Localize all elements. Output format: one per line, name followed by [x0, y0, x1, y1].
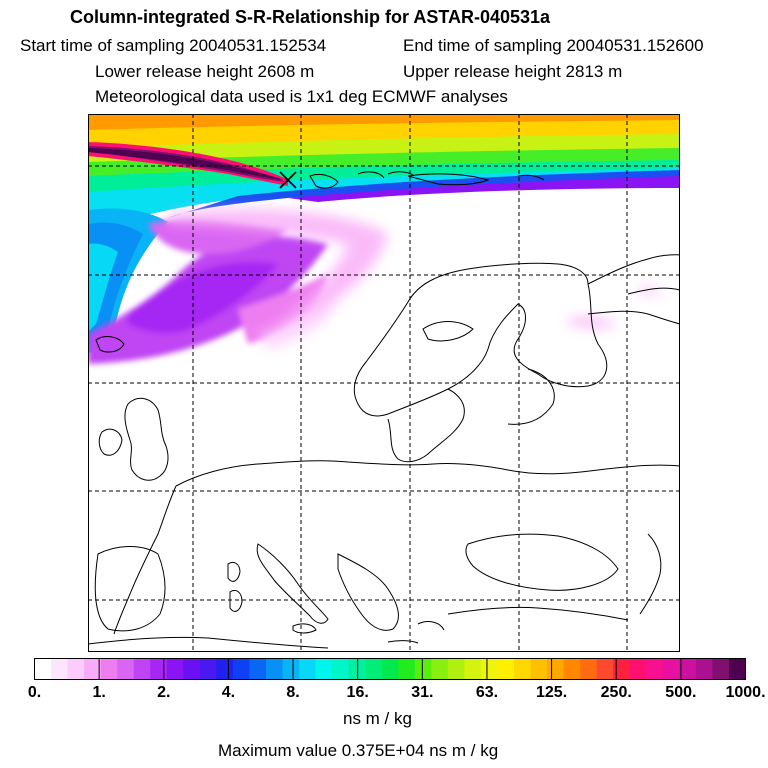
colorbar-cell: [613, 658, 631, 680]
colorbar-cell: [34, 658, 52, 680]
maximum-value-label: Maximum value 0.375E+04 ns m / kg: [218, 741, 499, 760]
colorbar-tick-label: 31.: [411, 684, 434, 701]
colorbar-cell: [398, 658, 416, 680]
coastlines: [88, 171, 680, 649]
colorbar-cell: [580, 658, 598, 680]
colorbar-tick-label: 1000.: [725, 684, 766, 701]
colorbar-tick-label: 4.: [221, 684, 236, 701]
colorbar-cell: [332, 658, 350, 680]
concentration-field: [88, 114, 680, 364]
colorbar-cell: [514, 658, 532, 680]
colorbar-tick-label: 63.: [475, 684, 499, 701]
colorbar-cell: [299, 658, 317, 680]
colorbar-tick-label: 125.: [536, 684, 568, 701]
colorbar-cell: [431, 658, 449, 680]
colorbar-cell: [629, 658, 647, 680]
colorbar-cell: [728, 658, 746, 680]
colorbar-unit-label: ns m / kg: [343, 709, 412, 728]
colorbar-cell: [662, 658, 680, 680]
colorbar-tick-label: 250.: [600, 684, 632, 701]
colorbar-cell: [84, 658, 102, 680]
colorbar-cell: [249, 658, 267, 680]
colorbar-cell: [530, 658, 548, 680]
colorbar-tick-label: 1.: [92, 684, 106, 701]
colorbar-tick-label: 16.: [346, 684, 369, 701]
colorbar-cell: [51, 658, 69, 680]
colorbar-cell: [100, 658, 118, 680]
colorbar-cell: [216, 658, 234, 680]
start-time-label: Start time of sampling 20040531.152534: [20, 36, 327, 55]
colorbar-cell: [133, 658, 151, 680]
colorbar-cell: [447, 658, 466, 680]
colorbar-cell: [315, 658, 333, 680]
colorbar-cell: [497, 658, 515, 680]
colorbar-cell: [679, 658, 697, 680]
colorbar-tick-label: 0.: [27, 684, 42, 701]
colorbar-cell: [646, 658, 664, 680]
end-time-label: End time of sampling 20040531.152600: [403, 36, 704, 55]
colorbar-cell: [232, 658, 251, 680]
colorbar-cell: [365, 658, 383, 680]
colorbar-cell: [67, 658, 85, 680]
colorbar-cell: [381, 658, 399, 680]
colorbar-cell: [563, 658, 581, 680]
colorbar-cell: [596, 658, 614, 680]
colorbar-cell: [547, 658, 565, 680]
met-data-label: Meteorological data used is 1x1 deg ECMW…: [95, 87, 508, 106]
colorbar-cell: [150, 658, 168, 680]
colorbar-cell: [480, 658, 499, 680]
colorbar-tick-label: 8.: [286, 684, 300, 701]
sensitivity-map: [88, 114, 680, 652]
colorbar-cell: [265, 658, 284, 680]
colorbar-cell: [282, 658, 300, 680]
colorbar-cell: [166, 658, 184, 680]
colorbar-cell: [464, 658, 482, 680]
upper-release-height-label: Upper release height 2813 m: [403, 62, 623, 81]
colorbar-tick-label: 500.: [665, 684, 697, 701]
release-site-marker: [279, 171, 297, 189]
colorbar-cell: [712, 658, 730, 680]
colorbar-cell: [695, 658, 714, 680]
lower-release-height-label: Lower release height 2608 m: [95, 62, 315, 81]
colorbar: [34, 658, 746, 680]
colorbar-cell: [199, 658, 217, 680]
colorbar-frame: [34, 658, 746, 680]
graticule: [88, 114, 680, 652]
map-title: Column-integrated S-R-Relationship for A…: [70, 7, 551, 27]
colorbar-cell: [414, 658, 432, 680]
colorbar-cell: [183, 658, 201, 680]
colorbar-tick-label: 2.: [157, 684, 171, 701]
map-frame: [88, 114, 680, 652]
colorbar-cell: [117, 658, 135, 680]
